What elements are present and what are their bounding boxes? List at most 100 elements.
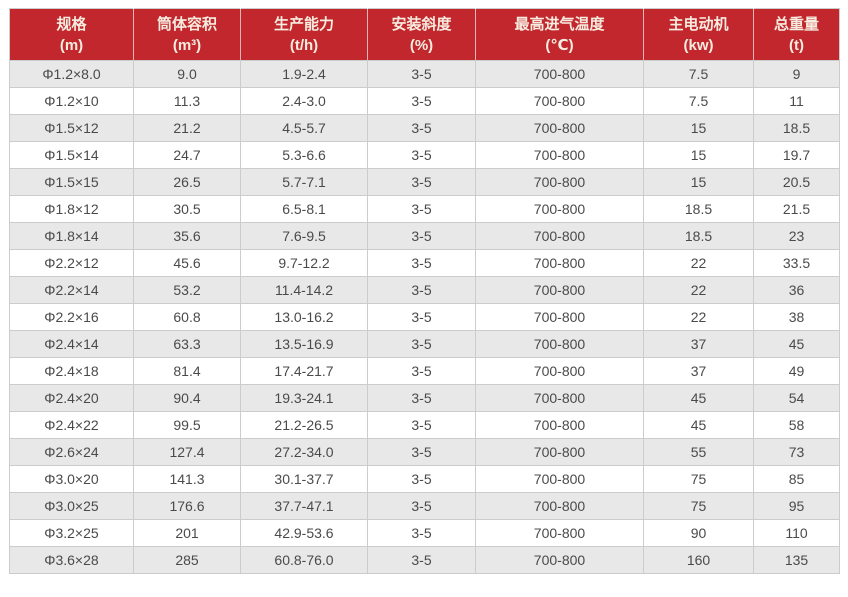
column-header-label: 主电动机 [668, 15, 729, 33]
table-cell: 160 [643, 546, 754, 574]
table-cell: 54 [753, 384, 840, 412]
column-header-label: 筒体容积 [156, 15, 217, 33]
table-cell: 18.5 [753, 114, 840, 142]
table-cell: 35.6 [133, 222, 241, 250]
table-cell: 33.5 [753, 249, 840, 277]
table-cell: 45 [643, 384, 754, 412]
column-header: 生产能力 (t/h) [240, 8, 368, 61]
table-cell: 37.7-47.1 [240, 492, 368, 520]
table-cell: 141.3 [133, 465, 241, 493]
table-cell: 135 [753, 546, 840, 574]
table-cell: 99.5 [133, 411, 241, 439]
table-row: Φ2.2×12 45.6 9.7-12.2 3-5 700-800 22 33.5 [9, 249, 840, 277]
table-row: Φ1.5×14 24.7 5.3-6.6 3-5 700-800 15 19.7 [9, 141, 840, 169]
table-cell: 85 [753, 465, 840, 493]
column-header-label: 规格 [56, 15, 87, 33]
table-cell: 30.1-37.7 [240, 465, 368, 493]
table-cell: 22 [643, 303, 754, 331]
table-cell: 3-5 [367, 114, 476, 142]
table-row: Φ1.2×10 11.3 2.4-3.0 3-5 700-800 7.5 11 [9, 87, 840, 115]
table-cell: 700-800 [475, 546, 644, 574]
column-header: 安装斜度 (%) [367, 8, 476, 61]
table-cell: 95 [753, 492, 840, 520]
table-cell: 3-5 [367, 357, 476, 385]
table-cell: 7.5 [643, 87, 754, 115]
table-cell: 3-5 [367, 222, 476, 250]
table-cell: 38 [753, 303, 840, 331]
table-cell: 9.7-12.2 [240, 249, 368, 277]
table-cell: 19.7 [753, 141, 840, 169]
table-cell: 3-5 [367, 276, 476, 304]
table-cell: 30.5 [133, 195, 241, 223]
table-cell: 19.3-24.1 [240, 384, 368, 412]
table-cell: 700-800 [475, 141, 644, 169]
table-row: Φ2.4×18 81.4 17.4-21.7 3-5 700-800 37 49 [9, 357, 840, 385]
table-cell: Φ2.6×24 [9, 438, 134, 466]
table-cell: Φ1.2×8.0 [9, 60, 134, 88]
column-header: 规格 (m) [9, 8, 134, 61]
table-cell: 4.5-5.7 [240, 114, 368, 142]
table-cell: 23 [753, 222, 840, 250]
table-cell: Φ1.5×15 [9, 168, 134, 196]
table-cell: 3-5 [367, 546, 476, 574]
table-cell: 5.3-6.6 [240, 141, 368, 169]
column-header: 最高进气温度 (℃) [475, 8, 644, 61]
table-cell: 700-800 [475, 195, 644, 223]
table-cell: 36 [753, 276, 840, 304]
table-cell: 21.5 [753, 195, 840, 223]
table-row: Φ2.6×24 127.4 27.2-34.0 3-5 700-800 55 73 [9, 438, 840, 466]
spec-table: 规格 (m) 筒体容积 (m³) 生产能力 (t/h) 安装斜度 (%) 最高进气温度 (℃) 主电… [9, 8, 840, 574]
table-cell: 15 [643, 141, 754, 169]
table-cell: Φ2.2×16 [9, 303, 134, 331]
column-header: 筒体容积 (m³) [133, 8, 241, 61]
table-cell: 27.2-34.0 [240, 438, 368, 466]
table-cell: 18.5 [643, 222, 754, 250]
table-cell: 75 [643, 492, 754, 520]
table-cell: 24.7 [133, 141, 241, 169]
table-cell: Φ2.4×20 [9, 384, 134, 412]
table-cell: 21.2 [133, 114, 241, 142]
table-cell: 3-5 [367, 249, 476, 277]
table-cell: 700-800 [475, 492, 644, 520]
table-cell: 60.8 [133, 303, 241, 331]
table-cell: 42.9-53.6 [240, 519, 368, 547]
table-cell: 11.3 [133, 87, 241, 115]
table-cell: 3-5 [367, 141, 476, 169]
table-cell: 3-5 [367, 411, 476, 439]
table-cell: 11 [753, 87, 840, 115]
column-header-label: 生产能力 [273, 15, 334, 33]
table-cell: 700-800 [475, 60, 644, 88]
table-cell: 45 [643, 411, 754, 439]
column-header-unit: (t/h) [289, 36, 319, 54]
table-cell: 3-5 [367, 384, 476, 412]
table-row: Φ1.8×14 35.6 7.6-9.5 3-5 700-800 18.5 23 [9, 222, 840, 250]
table-cell: 3-5 [367, 303, 476, 331]
column-header-unit: (kw) [683, 36, 714, 54]
table-cell: 700-800 [475, 519, 644, 547]
column-header-unit: (℃) [545, 36, 574, 54]
table-cell: 15 [643, 168, 754, 196]
table-body: Φ1.2×8.0 9.0 1.9-2.4 3-5 700-800 7.5 9 Φ1.2×10 1… [9, 60, 840, 574]
table-cell: 3-5 [367, 330, 476, 358]
table-cell: 700-800 [475, 465, 644, 493]
table-cell: Φ3.0×25 [9, 492, 134, 520]
table-cell: 9.0 [133, 60, 241, 88]
table-row: Φ3.6×28 285 60.8-76.0 3-5 700-800 160 135 [9, 546, 840, 574]
table-cell: Φ3.2×25 [9, 519, 134, 547]
table-cell: Φ2.4×22 [9, 411, 134, 439]
table-cell: 45.6 [133, 249, 241, 277]
table-cell: 3-5 [367, 168, 476, 196]
table-cell: 53.2 [133, 276, 241, 304]
table-header: 规格 (m) 筒体容积 (m³) 生产能力 (t/h) 安装斜度 (%) 最高进气温度 (℃) 主电… [9, 8, 840, 61]
table-row: Φ2.4×14 63.3 13.5-16.9 3-5 700-800 37 45 [9, 330, 840, 358]
table-cell: 7.6-9.5 [240, 222, 368, 250]
column-header-unit: (t) [789, 36, 804, 54]
table-row: Φ1.5×15 26.5 5.7-7.1 3-5 700-800 15 20.5 [9, 168, 840, 196]
table-cell: 9 [753, 60, 840, 88]
table-row: Φ3.2×25 201 42.9-53.6 3-5 700-800 90 110 [9, 519, 840, 547]
table-row: Φ3.0×20 141.3 30.1-37.7 3-5 700-800 75 85 [9, 465, 840, 493]
table-cell: 60.8-76.0 [240, 546, 368, 574]
table-cell: 81.4 [133, 357, 241, 385]
table-cell: 45 [753, 330, 840, 358]
